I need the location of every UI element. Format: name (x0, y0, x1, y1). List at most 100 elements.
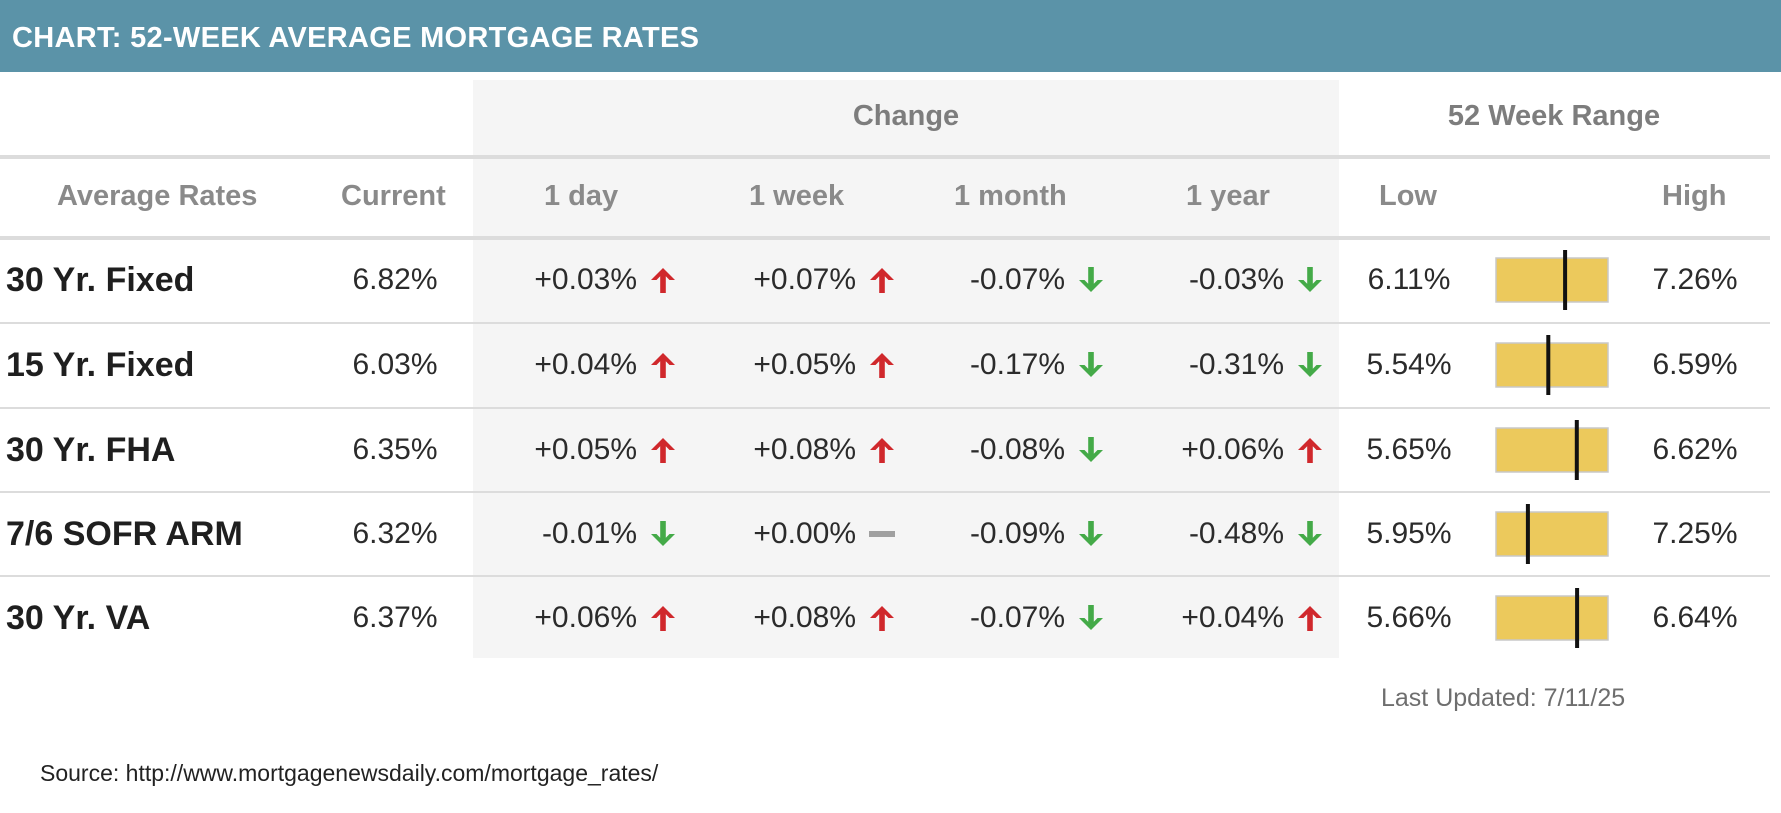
source-note: Source: http://www.mortgagenewsdaily.com… (40, 760, 659, 786)
current-rate: 6.03% (352, 348, 438, 381)
table-row: 15 Yr. Fixed 6.03% +0.04% +0.05% -0.17% -0.31… (0, 323, 1781, 407)
row-divider (0, 575, 1770, 577)
range-low: 5.66% (1366, 601, 1452, 634)
change-month-value: -0.09% (969, 517, 1065, 550)
current-rate: 6.32% (352, 517, 438, 550)
change-month-value: -0.08% (969, 433, 1065, 466)
current-rate-marker (1525, 504, 1530, 564)
arrow-up-icon (867, 603, 897, 633)
column-header-1-week: 1 week (749, 180, 845, 212)
row-divider (0, 491, 1770, 493)
range-high: 7.26% (1652, 263, 1738, 296)
row-label: 15 Yr. Fixed (6, 346, 195, 384)
arrow-down-icon (1076, 603, 1106, 633)
range-low: 5.95% (1366, 517, 1452, 550)
no-change-icon (867, 519, 897, 549)
current-rate-marker (1575, 588, 1580, 648)
change-week-value: +0.08% (753, 433, 856, 466)
column-header-1-day: 1 day (544, 180, 619, 212)
row-divider (0, 322, 1770, 324)
arrow-down-icon (1295, 350, 1325, 380)
column-header-high: High (1662, 180, 1727, 212)
change-year-value: -0.03% (1188, 263, 1284, 296)
change-year-value: +0.06% (1181, 433, 1284, 466)
range-low: 6.11% (1367, 263, 1451, 296)
change-column-background (473, 80, 1339, 658)
arrow-down-icon (1076, 350, 1106, 380)
chart-title: CHART: 52-WEEK AVERAGE MORTGAGE RATES (12, 22, 700, 54)
table-row: 30 Yr. FHA 6.35% +0.05% +0.08% -0.08% +0.06% 5… (0, 408, 1781, 492)
arrow-up-icon (867, 265, 897, 295)
range-bar (1495, 504, 1609, 564)
range-high: 6.59% (1652, 348, 1738, 381)
range-bar (1495, 250, 1609, 310)
header-bar: CHART: 52-WEEK AVERAGE MORTGAGE RATES (0, 0, 1781, 72)
arrow-down-icon (648, 519, 678, 549)
range-fill (1495, 257, 1609, 303)
range-high: 7.25% (1652, 517, 1738, 550)
table-row: 7/6 SOFR ARM 6.32% -0.01% +0.00% -0.09% -0.48… (0, 492, 1781, 576)
range-fill (1495, 342, 1609, 388)
arrow-down-icon (1076, 519, 1106, 549)
range-fill (1495, 511, 1609, 557)
arrow-up-icon (1295, 603, 1325, 633)
change-day-value: +0.05% (534, 433, 637, 466)
header-divider (0, 155, 1770, 159)
change-year-value: -0.31% (1188, 348, 1284, 381)
arrow-up-icon (648, 350, 678, 380)
change-year-value: +0.04% (1181, 601, 1284, 634)
table-row: 30 Yr. Fixed 6.82% +0.03% +0.07% -0.07% -0.03… (0, 238, 1781, 322)
arrow-down-icon (1295, 265, 1325, 295)
column-header-low: Low (1379, 180, 1437, 212)
range-high: 6.64% (1652, 601, 1738, 634)
range-bar (1495, 588, 1609, 648)
current-rate-marker (1563, 250, 1568, 310)
change-month-value: -0.17% (969, 348, 1065, 381)
row-label: 30 Yr. FHA (6, 431, 176, 469)
column-header-1-year: 1 year (1186, 180, 1270, 212)
group-header-range: 52 Week Range (1447, 100, 1661, 132)
column-header-average-rates: Average Rates (57, 180, 258, 212)
column-header-1-month: 1 month (954, 180, 1067, 212)
change-day-value: +0.03% (534, 263, 637, 296)
arrow-up-icon (867, 435, 897, 465)
range-high: 6.62% (1652, 433, 1738, 466)
range-low: 5.65% (1366, 433, 1452, 466)
arrow-up-icon (648, 603, 678, 633)
current-rate: 6.82% (352, 263, 438, 296)
current-rate: 6.35% (352, 433, 438, 466)
range-fill (1495, 595, 1609, 641)
current-rate: 6.37% (352, 601, 438, 634)
current-rate-marker (1546, 335, 1551, 395)
arrow-up-icon (1295, 435, 1325, 465)
table-row: 30 Yr. VA 6.37% +0.06% +0.08% -0.07% +0.04% 5.… (0, 576, 1781, 660)
column-header-current: Current (341, 180, 446, 212)
range-bar (1495, 335, 1609, 395)
change-month-value: -0.07% (969, 601, 1065, 634)
column-header-divider (0, 236, 1770, 240)
change-month-value: -0.07% (969, 263, 1065, 296)
range-low: 5.54% (1366, 348, 1452, 381)
row-label: 30 Yr. Fixed (6, 261, 195, 299)
arrow-up-icon (648, 265, 678, 295)
change-week-value: +0.05% (753, 348, 856, 381)
change-day-value: +0.06% (534, 601, 637, 634)
change-week-value: +0.07% (753, 263, 856, 296)
row-label: 30 Yr. VA (6, 599, 151, 637)
arrow-down-icon (1295, 519, 1325, 549)
arrow-down-icon (1076, 435, 1106, 465)
current-rate-marker (1574, 420, 1579, 480)
row-divider (0, 407, 1770, 409)
arrow-up-icon (648, 435, 678, 465)
group-header-change: Change (852, 100, 960, 132)
last-updated: Last Updated: 7/11/25 (1381, 684, 1626, 712)
arrow-up-icon (867, 350, 897, 380)
range-bar (1495, 420, 1609, 480)
change-day-value: +0.04% (534, 348, 637, 381)
range-fill (1495, 427, 1609, 473)
change-week-value: +0.08% (753, 601, 856, 634)
arrow-down-icon (1076, 265, 1106, 295)
change-day-value: -0.01% (541, 517, 637, 550)
row-label: 7/6 SOFR ARM (6, 515, 243, 553)
change-week-value: +0.00% (753, 517, 856, 550)
